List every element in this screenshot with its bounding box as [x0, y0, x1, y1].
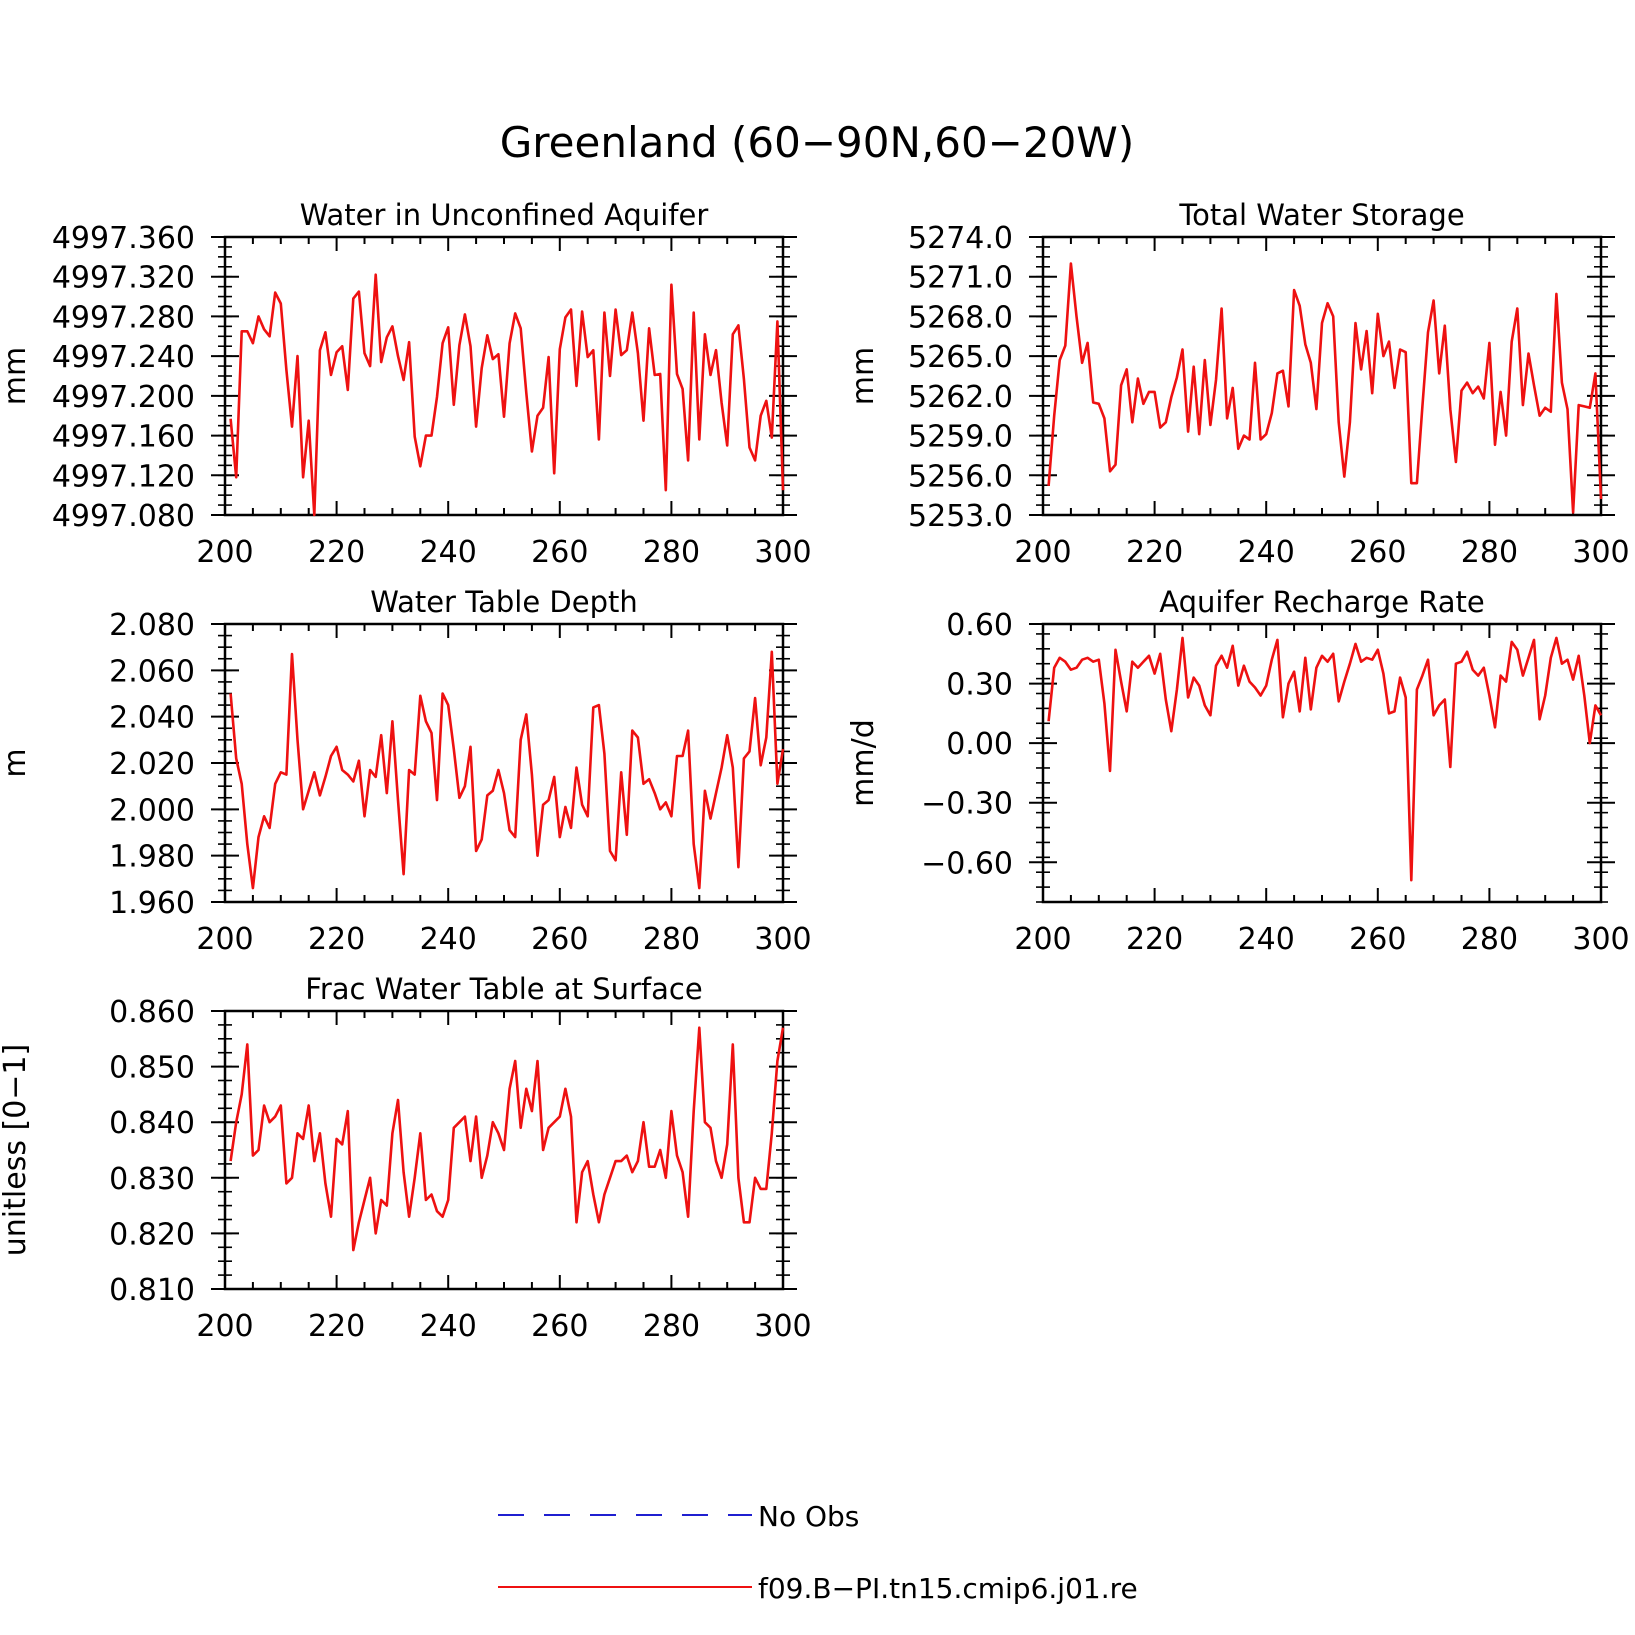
- y-axis-label: m: [0, 748, 33, 777]
- x-tick-label: 260: [531, 1309, 588, 1344]
- y-tick-label: 5274.0: [908, 221, 1013, 256]
- panel-title: Frac Water Table at Surface: [305, 972, 702, 1006]
- x-tick-label: 200: [1014, 535, 1071, 570]
- y-tick-label: 4997.200: [52, 380, 195, 415]
- panel-4: 200 220 240 260 280 300 −0.60 −0.30 0.00 0.30 0.60…: [846, 585, 1630, 957]
- x-tick-label: 280: [1461, 535, 1518, 570]
- x-tick-label: 240: [1238, 535, 1295, 570]
- panel-5: 200 220 240 260 280 300 0.810 0.820 0.830 0.840 0.…: [0, 972, 812, 1344]
- x-tick-label: 280: [643, 1309, 700, 1344]
- y-axis-label: unitless [0−1]: [0, 1044, 33, 1256]
- x-tick-label: 220: [308, 1309, 365, 1344]
- y-axis-label: mm/d: [846, 719, 881, 807]
- y-tick-label: 5262.0: [908, 380, 1013, 415]
- y-tick-label: 0.30: [946, 668, 1013, 703]
- x-tick-label: 280: [643, 535, 700, 570]
- plot-frame: [223, 622, 785, 904]
- x-tick-label: 300: [1572, 535, 1629, 570]
- x-tick-label: 200: [1014, 922, 1071, 957]
- x-tick-label: 300: [754, 922, 811, 957]
- series-line: [1047, 262, 1603, 514]
- y-tick-label: 2.040: [109, 701, 195, 736]
- y-tick-label: 0.810: [109, 1273, 195, 1308]
- y-axis-label: mm: [0, 347, 33, 405]
- x-tick-label: 200: [196, 1309, 253, 1344]
- panel-title: Aquifer Recharge Rate: [1159, 585, 1485, 619]
- y-tick-label: 4997.360: [52, 221, 195, 256]
- y-tick-label: −0.60: [921, 846, 1013, 881]
- y-tick-label: 0.850: [109, 1051, 195, 1086]
- y-tick-label: 5271.0: [908, 261, 1013, 296]
- y-tick-label: 4997.080: [52, 499, 195, 534]
- series-line: [229, 650, 785, 890]
- y-tick-label: 0.830: [109, 1162, 195, 1197]
- x-tick-label: 260: [1349, 535, 1406, 570]
- x-tick-label: 300: [1572, 922, 1629, 957]
- x-tick-label: 260: [531, 535, 588, 570]
- y-tick-label: 5259.0: [908, 420, 1013, 455]
- figure-title: Greenland (60−90N,60−20W): [500, 118, 1134, 167]
- y-tick-label: 0.860: [109, 995, 195, 1030]
- x-tick-label: 200: [196, 535, 253, 570]
- x-tick-label: 240: [420, 922, 477, 957]
- x-tick-label: 240: [1238, 922, 1295, 957]
- y-tick-label: 1.960: [109, 886, 195, 921]
- y-tick-label: 5256.0: [908, 459, 1013, 494]
- x-tick-label: 300: [754, 535, 811, 570]
- y-tick-label: 5268.0: [908, 300, 1013, 335]
- panel-title: Water in Unconfined Aquifer: [300, 198, 709, 232]
- y-tick-label: 4997.160: [52, 420, 195, 455]
- y-axis-label: mm: [846, 347, 881, 405]
- x-tick-label: 280: [1461, 922, 1518, 957]
- panel-title: Total Water Storage: [1178, 198, 1464, 232]
- plot-frame: [1041, 622, 1603, 904]
- y-tick-label: 5253.0: [908, 499, 1013, 534]
- y-tick-label: 0.840: [109, 1106, 195, 1141]
- y-tick-label: 0.60: [946, 608, 1013, 643]
- y-tick-label: 2.060: [109, 654, 195, 689]
- series-line: [229, 1026, 785, 1252]
- x-tick-label: 220: [308, 922, 365, 957]
- y-tick-label: 4997.280: [52, 300, 195, 335]
- plot-frame: [223, 235, 785, 517]
- x-tick-label: 220: [308, 535, 365, 570]
- panel-1: 200 220 240 260 280 300 4997.080 4997.120 4997.1…: [0, 198, 812, 570]
- legend: No Obs f09.B−PI.tn15.cmip6.j01.re: [498, 1500, 1138, 1605]
- y-tick-label: 4997.120: [52, 459, 195, 494]
- panel-title: Water Table Depth: [370, 585, 638, 619]
- y-tick-label: −0.30: [921, 787, 1013, 822]
- panel-3: 200 220 240 260 280 300 1.960 1.980 2.000 2.020 2.…: [0, 585, 812, 957]
- series-line: [229, 273, 785, 517]
- x-tick-label: 280: [643, 922, 700, 957]
- y-tick-label: 2.020: [109, 747, 195, 782]
- y-tick-label: 2.080: [109, 608, 195, 643]
- x-tick-label: 200: [196, 922, 253, 957]
- y-tick-label: 0.00: [946, 727, 1013, 762]
- legend-label: No Obs: [758, 1500, 859, 1533]
- x-tick-label: 260: [531, 922, 588, 957]
- y-tick-label: 2.000: [109, 793, 195, 828]
- x-tick-label: 240: [420, 1309, 477, 1344]
- x-tick-label: 220: [1126, 535, 1183, 570]
- legend-label: f09.B−PI.tn15.cmip6.j01.re: [758, 1572, 1138, 1605]
- panel-2: 200 220 240 260 280 300 5253.0 5256.0 5259.0 5262…: [846, 198, 1630, 570]
- x-tick-label: 260: [1349, 922, 1406, 957]
- y-tick-label: 4997.240: [52, 340, 195, 375]
- y-tick-label: 4997.320: [52, 261, 195, 296]
- panels-group: 200 220 240 260 280 300 4997.080 4997.120 4997.1…: [0, 198, 1630, 1344]
- y-tick-label: 5265.0: [908, 340, 1013, 375]
- y-tick-label: 1.980: [109, 840, 195, 875]
- x-tick-label: 240: [420, 535, 477, 570]
- x-tick-label: 220: [1126, 922, 1183, 957]
- x-tick-label: 300: [754, 1309, 811, 1344]
- series-line: [1047, 636, 1603, 882]
- y-tick-label: 0.820: [109, 1217, 195, 1252]
